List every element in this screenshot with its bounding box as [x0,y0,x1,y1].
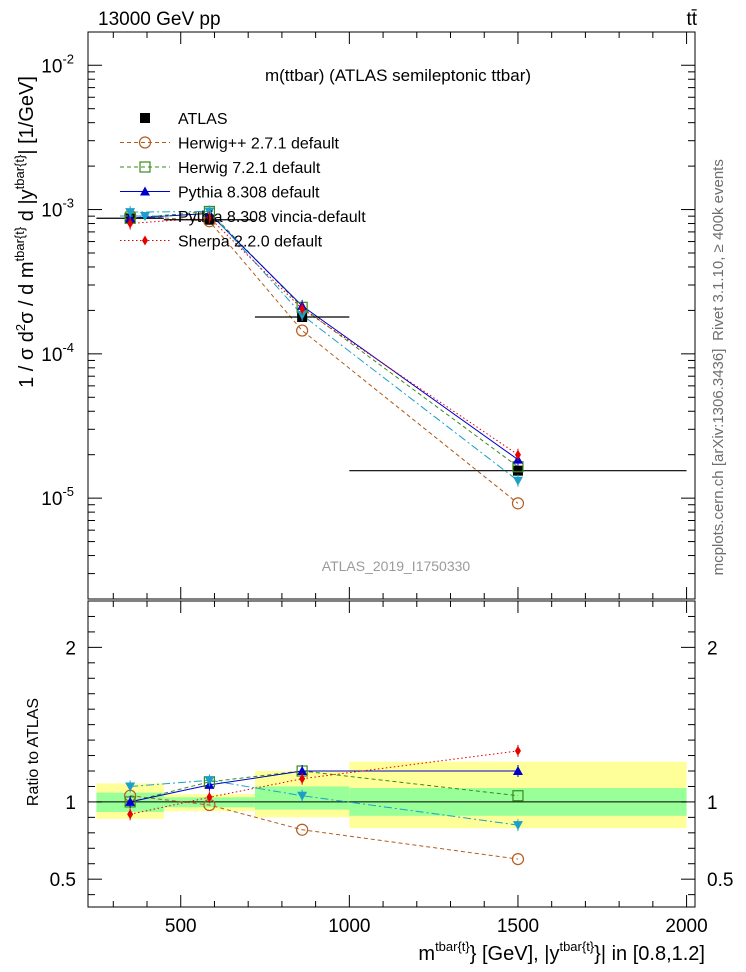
data-point [296,324,309,337]
ratio-point [125,796,136,806]
ratio-y-tick-label: 0.5 [50,870,76,891]
legend-label: Pythia 8.308 vincia-default [178,209,366,226]
legend-label: Sherpa 2.2.0 default [178,234,323,251]
main-panel: m(ttbar) (ATLAS semileptonic ttbar) ATLA… [12,31,696,600]
ratio-frame [87,600,696,908]
ratio-series-lines [130,750,519,860]
data-point [125,208,136,218]
y-tick-label: 10-5 [41,484,74,510]
ratio-point [125,782,136,792]
legend-marker [139,161,151,173]
legend-marker [142,235,148,246]
ratio-axis-ticks [88,601,695,907]
ratio-y-tick-label-right: 0.5 [707,870,733,891]
ratio-y-tick-label-right: 2 [707,638,718,659]
data-point [512,465,523,476]
legend-marker [140,186,150,196]
ratio-series-line [130,779,519,826]
ratio-point [512,821,523,831]
y-tick-label: 10-4 [41,340,74,366]
x-tick-labels: 500 1000 1500 2000 [165,916,708,937]
legend-marker [138,136,152,149]
main-series-markers [96,205,687,510]
ratio-y-tick-label: 1 [65,793,76,814]
header-energy: 13000 GeV pp [98,9,221,30]
legend-label: ATLAS [178,111,228,128]
ratio-y-tick-label: 2 [65,638,76,659]
main-y-axis-label: 1 / σ d2σ / d mtbar{t} d |ytbar{t}| [1/G… [12,76,38,388]
data-point [512,476,523,486]
legend-marker [140,212,150,221]
ratio-point [297,766,308,775]
ratio-series-markers [124,744,525,866]
legend-label: Pythia 8.308 default [178,185,320,202]
ratio-y-tick-labels: 0.5 0.5 1 1 2 2 [50,638,734,891]
rivet-version-label: Rivet 3.1.10, ≥ 400k events [710,159,727,341]
series-line [130,217,519,456]
ratio-point [206,792,213,803]
data-point [127,218,134,229]
x-tick-label: 1000 [328,916,370,937]
ratio-panel: 0.5 0.5 1 1 2 2 Ratio to ATLAS 500 1000 1500 200… [25,600,734,965]
x-tick-label: 2000 [665,916,707,937]
data-point [206,212,213,223]
ratio-series-line [130,770,519,803]
ratio-point [204,776,215,786]
ratio-point [511,852,525,866]
mcplots-label: mcplots.cern.ch [arXiv:1306.3436] [710,349,727,576]
series-line [130,214,519,504]
ratio-point [512,766,523,775]
legend-label: Herwig++ 2.7.1 default [178,136,340,153]
main-y-tick-labels: 10-5 10-4 10-3 10-2 [41,51,74,510]
data-point [299,303,306,314]
data-point [297,310,308,320]
ratio-series-line [130,795,519,860]
ratio-point [512,790,524,802]
header-process: tt̄ [686,9,697,30]
analysis-watermark: ATLAS_2019_I1750330 [322,558,471,574]
legend: ATLAS Herwig++ 2.7.1 default Herwig 7.2.1 … [120,111,366,251]
main-axis-ticks [88,32,695,600]
series-line [130,210,519,482]
ratio-point [297,791,308,801]
ratio-point [299,773,306,784]
chart-title: m(ttbar) (ATLAS semileptonic ttbar) [265,66,531,85]
main-frame [87,31,696,600]
legend-marker [140,113,150,123]
ratio-series-line [130,770,518,803]
ratio-y-tick-label-right: 1 [707,793,718,814]
legend-label: Herwig 7.2.1 default [178,160,321,177]
ratio-y-axis-label: Ratio to ATLAS [25,698,42,806]
ratio-uncertainty-bands [96,761,687,829]
ratio-series-line [130,750,519,815]
y-tick-label: 10-2 [41,51,74,77]
ratio-point [296,823,309,836]
y-tick-label: 10-3 [41,196,74,222]
data-point [511,497,525,510]
data-point [514,449,521,460]
x-tick-label: 500 [165,916,197,937]
ratio-point [514,745,521,756]
x-axis-label: mtbar{t}} [GeV], |ytbar{t}}| in [0.8,1.2… [418,939,705,965]
x-tick-label: 1500 [497,916,539,937]
main-series-lines [130,210,519,504]
ratio-point [127,809,134,820]
